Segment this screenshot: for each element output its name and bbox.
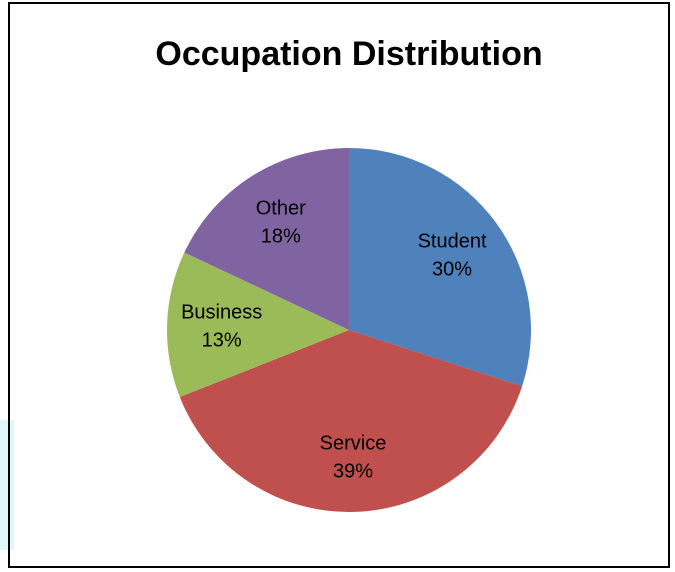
slice-category-label: Business — [181, 301, 262, 323]
slice-value-label: 13% — [202, 329, 242, 351]
chart-border — [8, 2, 670, 568]
slice-value-label: 30% — [432, 258, 472, 280]
background-strip — [0, 420, 14, 550]
pie-slice — [184, 148, 349, 330]
chart-title: Occupation Distribution — [155, 35, 542, 73]
slice-value-label: 39% — [333, 461, 373, 483]
slice-value-label: 18% — [261, 226, 301, 248]
pie-slice — [167, 252, 349, 397]
slice-category-label: Service — [320, 433, 387, 455]
slice-category-label: Other — [256, 198, 306, 220]
pie-slice — [179, 330, 523, 513]
slice-category-label: Student — [418, 230, 487, 252]
pie-slice — [349, 148, 531, 387]
